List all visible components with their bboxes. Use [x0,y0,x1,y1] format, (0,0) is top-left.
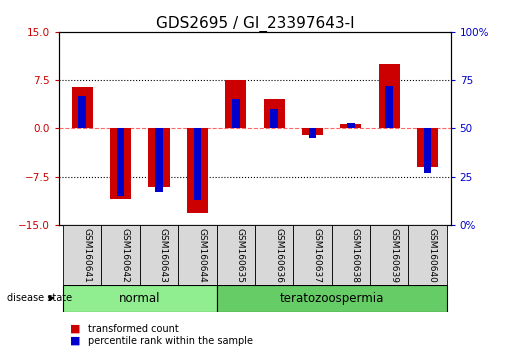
Bar [187,128,208,213]
Bar [417,128,438,167]
Text: percentile rank within the sample: percentile rank within the sample [88,336,252,346]
Bar [340,125,362,128]
Text: GSM160641: GSM160641 [82,228,91,283]
Bar [379,64,400,128]
Text: GSM160643: GSM160643 [159,228,168,283]
Bar [424,128,432,173]
Bar [140,225,178,285]
Text: GSM160640: GSM160640 [427,228,437,283]
Bar [294,225,332,285]
Bar [63,285,216,312]
Bar [101,225,140,285]
Bar [385,86,393,128]
Bar [302,128,323,135]
Text: GDS2695 / GI_23397643-I: GDS2695 / GI_23397643-I [156,16,354,32]
Bar [78,96,86,128]
Bar [332,225,370,285]
Text: GSM160639: GSM160639 [389,228,398,283]
Text: GSM160637: GSM160637 [313,228,321,283]
Bar [255,225,294,285]
Text: GSM160644: GSM160644 [197,228,207,282]
Bar [63,225,101,285]
Bar [308,128,316,138]
Bar [216,285,447,312]
Bar [270,109,278,128]
Bar [110,128,131,199]
Text: GSM160635: GSM160635 [236,228,245,283]
Text: ■: ■ [70,336,80,346]
Bar [148,128,169,188]
Bar [194,128,201,200]
Text: teratozoospermia: teratozoospermia [280,292,384,305]
Bar [72,86,93,128]
Text: disease state: disease state [7,293,72,303]
Bar [347,122,355,128]
Bar [117,128,125,196]
Text: GSM160636: GSM160636 [274,228,283,283]
Bar [408,225,447,285]
Bar [216,225,255,285]
Bar [370,225,408,285]
Bar [155,128,163,192]
Text: normal: normal [119,292,161,305]
Text: GSM160638: GSM160638 [351,228,360,283]
Bar [232,99,239,128]
Text: GSM160642: GSM160642 [121,228,130,282]
Bar [178,225,216,285]
Bar [264,99,285,128]
Bar [225,80,246,128]
Text: ■: ■ [70,324,80,333]
Text: transformed count: transformed count [88,324,178,333]
